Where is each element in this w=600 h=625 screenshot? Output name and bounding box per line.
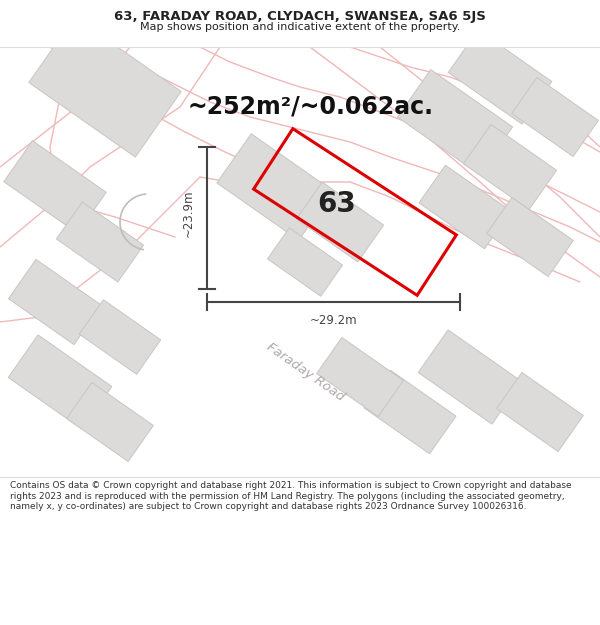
Polygon shape [67,382,154,461]
Polygon shape [79,300,161,374]
Polygon shape [419,165,511,249]
Polygon shape [217,134,333,240]
Polygon shape [8,335,112,429]
Polygon shape [487,198,574,276]
Text: 63, FARADAY ROAD, CLYDACH, SWANSEA, SA6 5JS: 63, FARADAY ROAD, CLYDACH, SWANSEA, SA6 … [114,11,486,23]
Text: ~29.2m: ~29.2m [310,314,358,327]
Polygon shape [512,78,598,156]
Text: 63: 63 [317,190,356,218]
Polygon shape [418,330,522,424]
Polygon shape [397,69,512,174]
Polygon shape [448,30,552,124]
Polygon shape [463,124,557,209]
Text: ~23.9m: ~23.9m [182,189,195,237]
Text: ~252m²/~0.062ac.: ~252m²/~0.062ac. [187,95,433,119]
Polygon shape [497,372,583,451]
Polygon shape [4,141,106,233]
Polygon shape [317,338,403,416]
Polygon shape [364,370,456,454]
Text: Contains OS data © Crown copyright and database right 2021. This information is : Contains OS data © Crown copyright and d… [10,481,572,511]
Polygon shape [8,259,101,344]
Text: Faraday Road: Faraday Road [263,341,346,404]
Polygon shape [296,182,383,262]
Text: Map shows position and indicative extent of the property.: Map shows position and indicative extent… [140,22,460,32]
Polygon shape [56,202,143,282]
Polygon shape [29,17,181,157]
Polygon shape [268,228,343,296]
